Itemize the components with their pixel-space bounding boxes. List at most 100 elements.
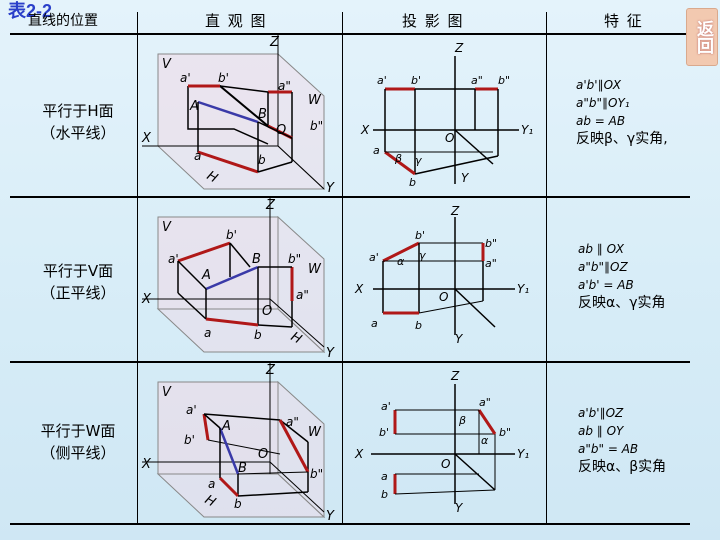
label-X: X [141,292,152,307]
label-b1: b' [379,426,389,439]
col-divider-2 [342,12,343,524]
label-Y1: Y₁ [517,447,529,461]
label-a2: a" [479,396,491,409]
label-Y: Y [326,509,335,524]
label-a2: a" [471,74,483,87]
label-a1: a' [369,251,379,264]
label-b1: b' [218,71,229,85]
label-a1: a' [381,400,391,413]
row2-pictorial-diagram: Z V X Y W H a' b' b" a" A B O a b [141,197,335,361]
label-alpha: α [397,255,405,268]
row3-projection-diagram: Z X Y₁ Y O a' b' a" b" β α a b [354,369,529,515]
label-Y: Y [326,181,335,196]
label-Y: Y [455,332,464,346]
label-A: A [201,268,211,283]
header-projection: 投 影 图 [402,14,465,30]
label-Y: Y [326,346,335,361]
label-a2: a" [485,257,497,270]
label-b2: b" [485,237,497,250]
label-b: b [381,488,388,501]
label-Z: Z [265,198,276,213]
label-a1: a' [168,252,179,266]
label-gamma: γ [419,249,426,262]
row1-feature-4: 反映β、γ实角, [576,131,668,147]
label-Z: Z [454,41,464,55]
row2-position-line2: （正平线） [40,284,116,302]
row2-feature-2: a"b"∥OZ [578,260,628,274]
header-feature: 特 征 [604,14,644,30]
label-b: b [258,153,266,167]
label-X: X [354,447,364,461]
label-W: W [308,93,322,108]
label-a: a [371,317,378,330]
label-a: a [373,144,380,157]
row1-pictorial-diagram: Z V X Y W H a' b' a" b" A B O a b [141,34,335,196]
label-b: b [415,319,422,332]
row1-feature-3: ab = AB [576,114,626,128]
row2-feature-1: ab ∥ OX [578,242,624,256]
label-beta: β [394,152,402,165]
label-A: A [189,99,199,114]
row3-position-line1: 平行于W面 [40,422,116,440]
row2-position-line1: 平行于V面 [42,262,114,280]
col-divider-3 [546,12,547,524]
label-W: W [308,425,322,440]
label-O: O [441,457,450,471]
row1-feature-2: a"b"∥OY₁ [576,96,630,110]
header-position: 直线的位置 [28,14,98,29]
label-a2: a" [286,415,299,429]
row1-bottom-rule [10,196,690,198]
row2-feature-4: 反映α、γ实角 [578,295,666,311]
label-O: O [258,447,268,462]
label-V: V [162,57,172,72]
label-X: X [354,282,364,296]
header-intuitive: 直 观 图 [205,14,268,30]
row2-position: 平行于V面 （正平线） [18,260,138,304]
row1-features: a'b'∥OX a"b"∥OY₁ ab = AB 反映β、γ实角, [576,76,668,148]
row1-position-line2: （水平线） [40,124,116,142]
label-b: b [254,328,262,342]
row3-position-line2: （侧平线） [40,444,116,462]
label-a2: a" [296,288,309,302]
row2-features: ab ∥ OX a"b"∥OZ a'b' = AB 反映α、γ实角 [578,240,666,312]
row3-feature-3: a"b" = AB [578,442,639,456]
label-b1: b' [415,229,425,242]
label-V: V [162,385,172,400]
label-beta: β [458,414,466,427]
label-X: X [360,123,370,137]
row3-feature-1: a'b'∥OZ [578,406,624,420]
back-button[interactable]: 返回 [686,8,718,66]
label-gamma: γ [415,154,422,167]
label-b2: b" [288,252,301,266]
label-b2: b" [499,426,511,439]
row2-projection-diagram: Z X Y₁ Y O a' b' b" a" α γ a b [354,204,529,346]
label-Z: Z [269,35,280,50]
row3-feature-2: ab ∥ OY [578,424,624,438]
row2-feature-3: a'b' = AB [578,278,634,292]
row2-bottom-rule [10,361,690,363]
label-a: a [194,149,201,163]
label-B: B [252,252,261,267]
label-Z: Z [450,204,460,218]
label-b: b [234,497,242,511]
header-top-rule [10,33,690,35]
label-Z: Z [450,369,460,383]
label-X: X [141,457,152,472]
label-Y1: Y₁ [521,123,533,137]
label-B: B [258,107,267,122]
label-b2: b" [310,467,323,481]
label-a: a [208,477,215,491]
label-b: b [409,176,416,189]
row3-bottom-rule [10,523,690,525]
row1-position: 平行于H面 （水平线） [18,100,138,144]
label-W: W [308,262,322,277]
label-Z: Z [265,363,276,378]
label-O: O [439,290,448,304]
label-a1: a' [180,71,191,85]
row1-position-line1: 平行于H面 [42,102,114,120]
label-V: V [162,220,172,235]
label-Y1: Y₁ [517,282,529,296]
label-b1: b' [184,433,195,447]
row1-feature-1: a'b'∥OX [576,78,621,92]
label-a1: a' [377,74,387,87]
